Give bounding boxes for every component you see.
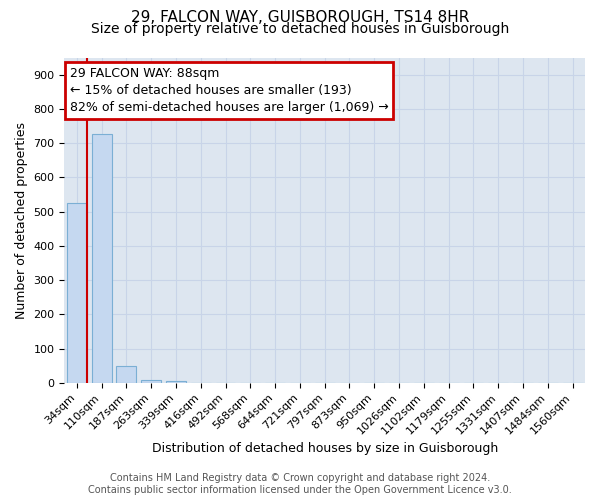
Text: Size of property relative to detached houses in Guisborough: Size of property relative to detached ho… (91, 22, 509, 36)
Text: 29 FALCON WAY: 88sqm
← 15% of detached houses are smaller (193)
82% of semi-deta: 29 FALCON WAY: 88sqm ← 15% of detached h… (70, 68, 388, 114)
X-axis label: Distribution of detached houses by size in Guisborough: Distribution of detached houses by size … (152, 442, 498, 455)
Text: Contains HM Land Registry data © Crown copyright and database right 2024.
Contai: Contains HM Land Registry data © Crown c… (88, 474, 512, 495)
Y-axis label: Number of detached properties: Number of detached properties (15, 122, 28, 318)
Bar (92, 134, 112, 383)
Bar (116, 366, 136, 383)
Bar (67, 203, 87, 383)
Text: 29, FALCON WAY, GUISBOROUGH, TS14 8HR: 29, FALCON WAY, GUISBOROUGH, TS14 8HR (131, 10, 469, 25)
Bar (141, 380, 161, 383)
Bar (166, 381, 186, 383)
